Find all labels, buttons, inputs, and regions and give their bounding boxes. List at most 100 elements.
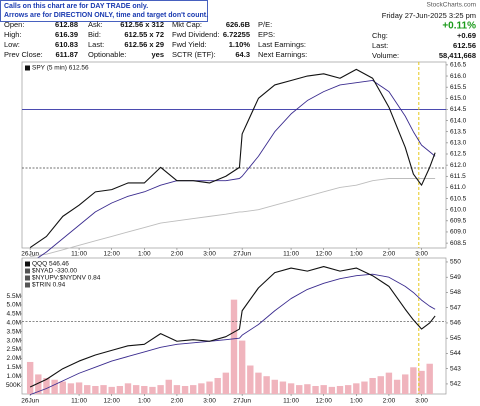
quote-label: Prev Close:	[4, 50, 43, 59]
y-tick-label: 612.0	[450, 162, 467, 169]
quote-label: EPS:	[258, 30, 275, 39]
y2-tick-label: 500K	[6, 382, 22, 389]
quote-value: 611.87	[55, 50, 78, 59]
legend-swatch	[25, 261, 30, 267]
status-label: Chg:	[372, 31, 388, 40]
volume-bar	[157, 385, 164, 394]
volume-bar	[59, 381, 66, 394]
volume-bar	[377, 376, 384, 394]
x-tick-label: 2:00	[383, 398, 396, 405]
volume-bar	[67, 383, 75, 394]
x-tick-label: 11:00	[283, 398, 299, 405]
y-tick-label: 615.0	[450, 95, 467, 102]
volume-bar	[255, 372, 262, 394]
legend-label: QQQ 546.46	[32, 261, 69, 268]
volume-bar	[247, 365, 254, 394]
source: StockCharts.com	[427, 2, 477, 9]
x-tick-label: 26Jun	[21, 398, 39, 405]
y-tick-label: 612.5	[450, 151, 467, 158]
volume-bar	[328, 386, 336, 394]
volume-bar	[361, 381, 368, 394]
quote-value: 616.39	[55, 30, 78, 39]
y2-tick-label: 3.5M	[7, 328, 21, 335]
volume-bar	[214, 377, 221, 394]
volume-bar	[369, 377, 376, 394]
quote-label: P/E:	[258, 20, 272, 29]
x-tick-label: 3:00	[203, 398, 216, 405]
y-tick-label: 614.5	[450, 106, 467, 113]
quote-value: 610.83	[55, 40, 78, 49]
y-tick-label: 610.5	[450, 195, 467, 202]
volume-bar	[385, 372, 393, 394]
moving-average	[29, 80, 436, 264]
quote-value: yes	[151, 50, 164, 59]
status-value: 612.56	[453, 41, 476, 50]
volume-bar	[279, 381, 287, 394]
volume-bar	[312, 385, 319, 394]
volume-bar	[92, 385, 99, 394]
quote-value: 6.72255	[223, 30, 250, 39]
y-tick-label: 611.0	[450, 184, 466, 191]
quote-label: Fwd Dividend:	[172, 30, 220, 39]
y-tick-label: 616.0	[450, 73, 467, 80]
status-label: Volume:	[372, 51, 399, 60]
x-tick-label: 2:00	[171, 398, 184, 405]
x-tick-label: 3:00	[203, 251, 216, 258]
quote-value: 612.55 x 72	[124, 30, 164, 39]
volume-bar	[100, 385, 107, 394]
y2-tick-label: 1.5M	[7, 364, 21, 371]
legend-swatch	[25, 65, 30, 71]
quote-label: Low:	[4, 40, 20, 49]
y-tick-label: 609.5	[450, 218, 467, 225]
volume-bar	[426, 363, 433, 394]
volume-bar	[336, 385, 344, 394]
y-tick-label: 613.0	[450, 140, 467, 147]
volume-bar	[84, 385, 91, 394]
volume-bar	[344, 385, 352, 394]
legend-swatch	[25, 282, 30, 288]
volume-bar	[132, 385, 140, 394]
x-tick-label: 3:00	[415, 251, 428, 258]
x-tick-label: 1:00	[138, 398, 151, 405]
x-tick-label: 26Jun	[21, 251, 39, 258]
volume-bar	[263, 376, 270, 394]
legend-label: SPY (5 min) 612.56	[32, 65, 89, 72]
y-tick-label: 545	[450, 335, 461, 342]
volume-bar	[410, 367, 417, 394]
y-tick-label: 611.5	[450, 173, 466, 180]
quote-value: 612.56 x 29	[124, 40, 164, 49]
notice-box	[0, 0, 208, 22]
x-tick-label: 3:00	[415, 398, 428, 405]
quote-label: Last:	[88, 40, 104, 49]
volume-bar	[173, 385, 181, 394]
moving-average	[30, 178, 436, 257]
y-tick-label: 616.5	[450, 62, 467, 69]
volume-bar	[190, 385, 197, 394]
quote-value: 626.6B	[226, 20, 251, 29]
y-tick-label: 614.0	[450, 117, 467, 124]
status-label: Last:	[372, 41, 388, 50]
y2-tick-label: 2.5M	[7, 346, 21, 353]
volume-bar	[35, 374, 42, 394]
volume-bar	[206, 381, 213, 394]
legend-swatch	[25, 268, 30, 274]
quote-date: Friday 27-Jun-2025 3:25 pm	[382, 11, 476, 20]
volume-bar	[393, 379, 401, 394]
price-line	[29, 265, 436, 388]
y-tick-label: 609.0	[450, 229, 467, 236]
status-value: 58,411,668	[439, 51, 476, 60]
x-tick-label: 27Jun	[233, 251, 251, 258]
volume-bar	[271, 379, 278, 394]
quote-value: 612.88	[55, 20, 78, 29]
quote-label: Ask:	[88, 20, 103, 29]
notice-line: Arrows are for DIRECTION ONLY, time and …	[4, 12, 208, 19]
y-tick-label: 613.5	[450, 128, 467, 135]
y-tick-label: 547	[450, 304, 461, 311]
volume-bar	[222, 372, 230, 394]
quote-label: Mkt Cap:	[172, 20, 202, 29]
quote-label: Next Earnings:	[258, 50, 307, 59]
quote-label: SCTR (ETF):	[172, 50, 216, 59]
status-value: +0.69	[457, 31, 476, 40]
volume-bar	[238, 340, 246, 394]
